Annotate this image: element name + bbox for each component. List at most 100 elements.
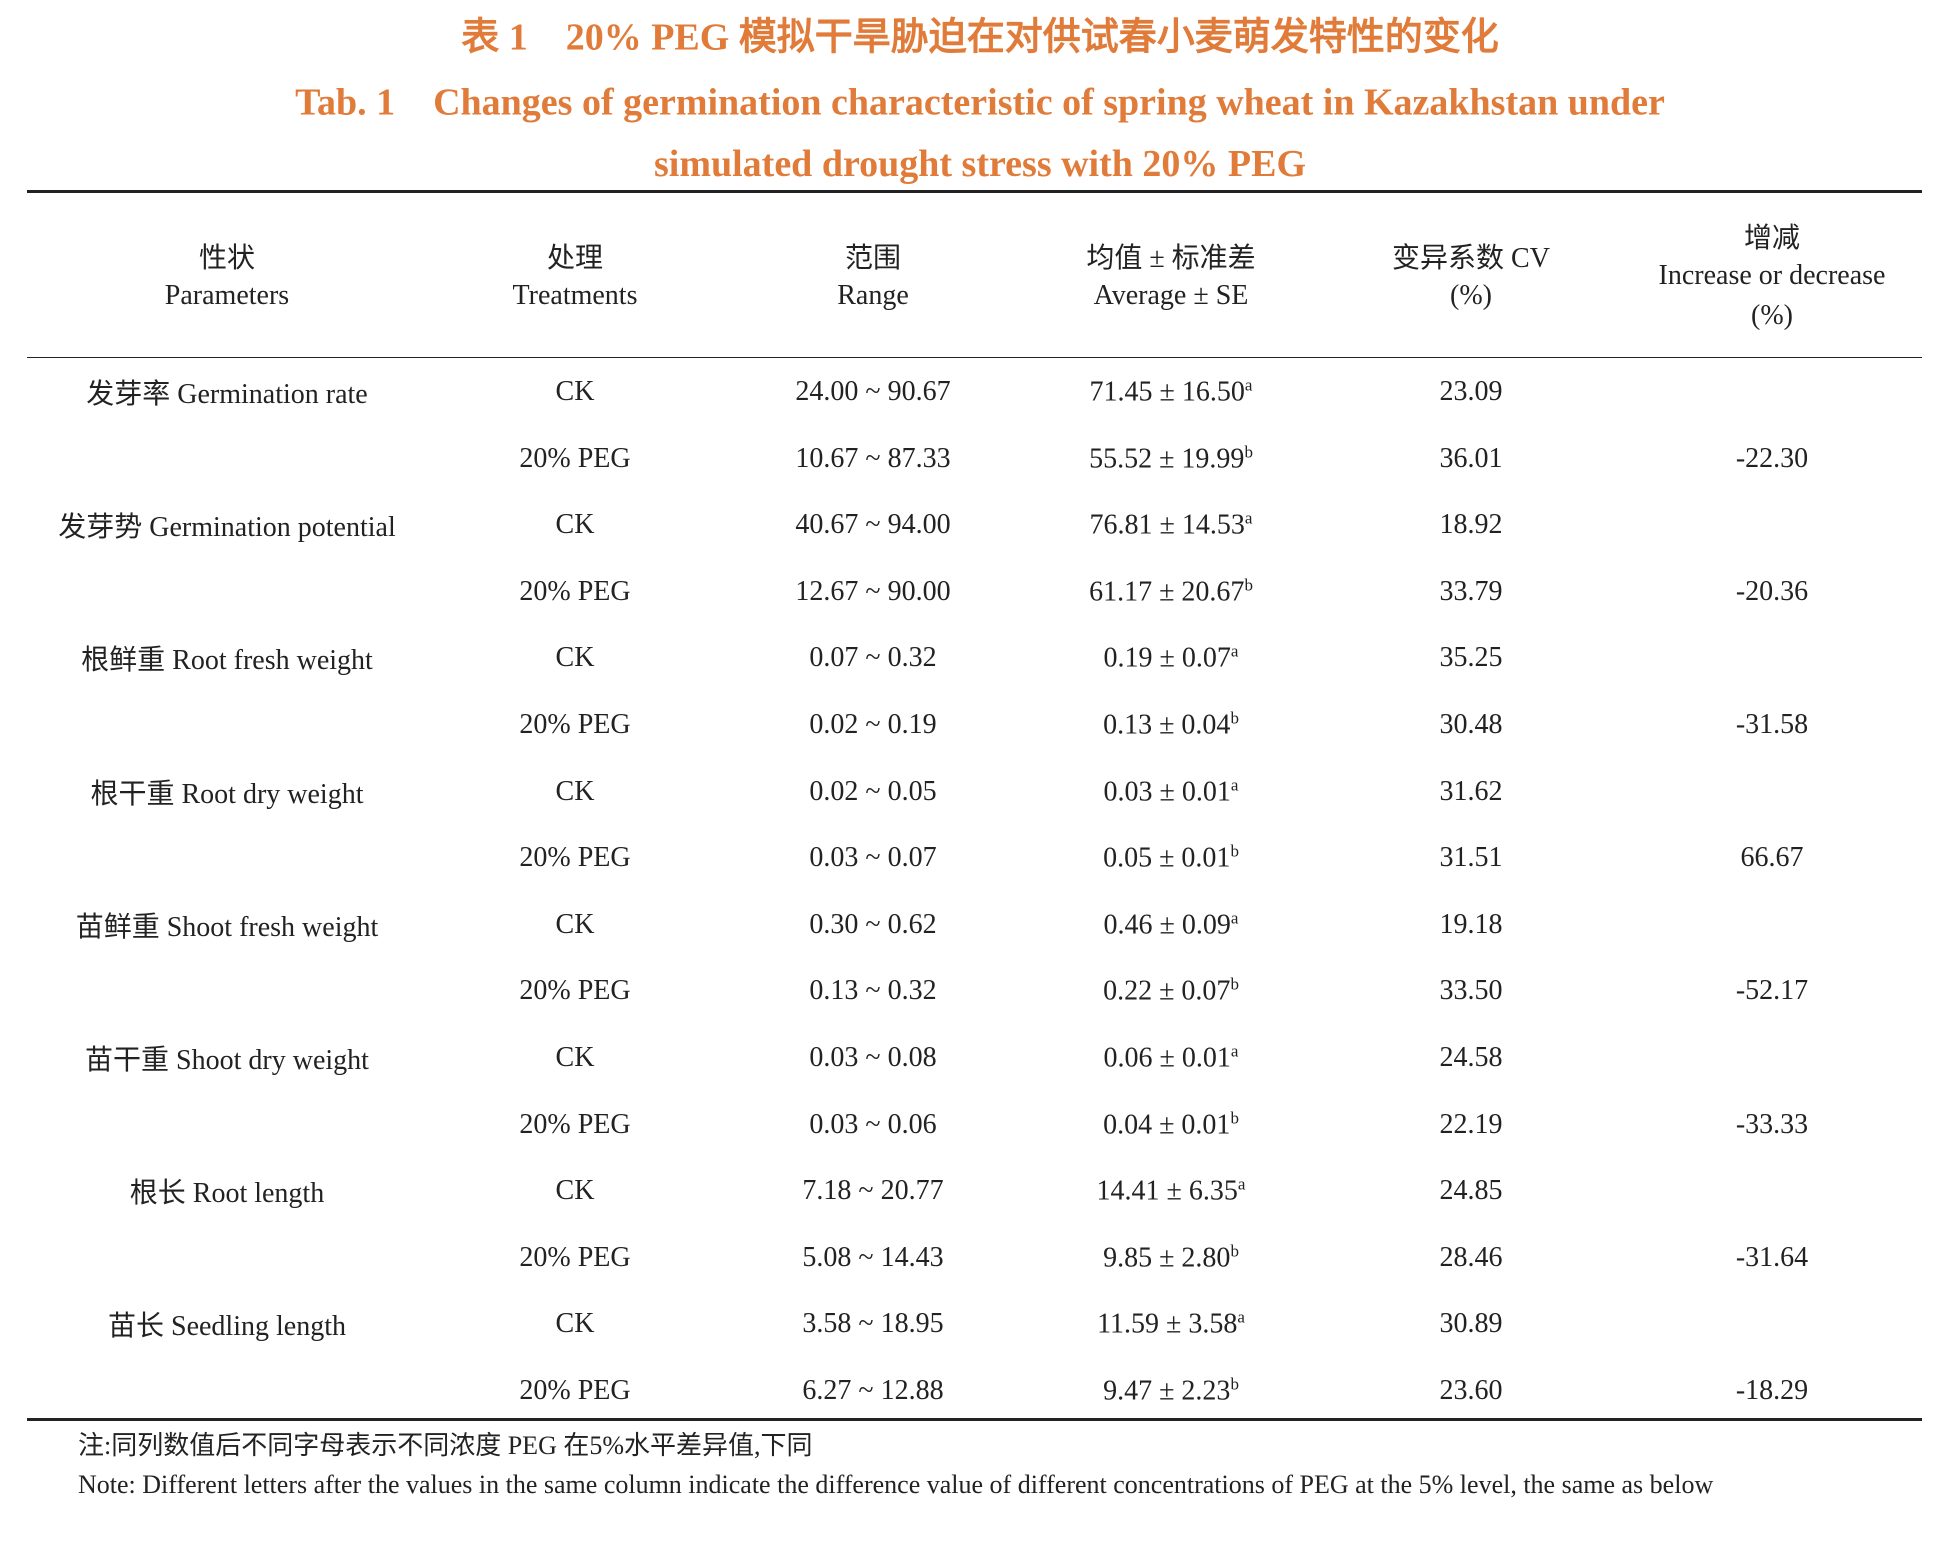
header-cell: 性状 — [198, 243, 256, 274]
mean-cell: 0.22 ± 0.07b — [1103, 975, 1239, 1008]
significance-letter: b — [1230, 1107, 1239, 1127]
table-cell: 31.62 — [1439, 775, 1503, 807]
header-cell: 均值 ± 标准差 — [1086, 243, 1256, 274]
mean-value: 11.59 ± 3.58 — [1097, 1309, 1238, 1341]
table-cell: 20% PEG — [519, 1375, 631, 1406]
table-cell: 20% PEG — [519, 1108, 631, 1140]
table-cell: 23.60 — [1439, 1375, 1503, 1406]
significance-letter: b — [1230, 974, 1239, 994]
header-cell: 范围 — [844, 243, 902, 274]
header-cell: (%) — [1751, 300, 1793, 331]
table-cell: -31.58 — [1735, 709, 1809, 740]
header-cell: 变异系数 CV — [1392, 243, 1550, 274]
significance-letter: a — [1230, 1041, 1239, 1061]
table-cell: 20% PEG — [519, 575, 631, 607]
note-cn: 注:同列数值后不同字母表示不同浓度 PEG 在5%水平差异值,下同 — [78, 1431, 813, 1460]
significance-letter: a — [1244, 508, 1253, 528]
table-cell: 发芽势 Germination potential — [58, 512, 396, 544]
table-cell: 0.02 ~ 0.19 — [809, 709, 937, 740]
table-cell: -31.64 — [1735, 1241, 1809, 1273]
table-cell: CK — [555, 1175, 595, 1207]
table-cell: CK — [555, 1042, 595, 1073]
table-cell: -22.30 — [1735, 442, 1809, 474]
mean-value: 9.85 ± 2.80 — [1103, 1242, 1231, 1274]
mean-value: 0.04 ± 0.01 — [1103, 1109, 1231, 1141]
table-cell: 40.67 ~ 94.00 — [795, 509, 951, 541]
header-cell: Average ± SE — [1093, 280, 1249, 311]
table-cell: 23.09 — [1439, 376, 1503, 407]
significance-letter: b — [1230, 841, 1239, 861]
significance-letter: b — [1244, 575, 1253, 595]
table-cell: CK — [555, 1308, 595, 1340]
mean-cell: 9.47 ± 2.23b — [1103, 1374, 1239, 1407]
mean-value: 14.41 ± 6.35 — [1096, 1175, 1238, 1207]
table-cell: 28.46 — [1439, 1241, 1503, 1273]
table-cell: CK — [555, 376, 595, 407]
note-en: Note: Different letters after the values… — [78, 1470, 1714, 1499]
mean-cell: 0.03 ± 0.01a — [1104, 775, 1239, 808]
top-rule — [27, 190, 1922, 193]
table-cell: 35.25 — [1439, 642, 1503, 674]
header-cell: Increase or decrease — [1658, 260, 1886, 291]
table-cell: 0.13 ~ 0.32 — [809, 975, 937, 1007]
table-cell: 24.58 — [1439, 1042, 1503, 1073]
table-cell: 0.03 ~ 0.08 — [809, 1042, 937, 1073]
significance-letter: b — [1244, 441, 1253, 461]
mean-value: 9.47 ± 2.23 — [1103, 1375, 1231, 1407]
significance-letter: a — [1230, 908, 1239, 928]
significance-letter: b — [1230, 1374, 1239, 1394]
title-cn: 表 1 20% PEG 模拟干旱胁迫在对供试春小麦萌发特性的变化 — [461, 16, 1499, 59]
significance-letter: a — [1237, 1174, 1246, 1194]
significance-letter: b — [1230, 708, 1239, 728]
table-cell: 20% PEG — [519, 709, 631, 740]
table-cell: 0.03 ~ 0.07 — [809, 842, 937, 874]
table-cell: 30.48 — [1439, 709, 1503, 740]
mean-value: 0.22 ± 0.07 — [1103, 976, 1231, 1008]
table-cell: CK — [555, 642, 595, 674]
mean-cell: 11.59 ± 3.58a — [1097, 1308, 1245, 1341]
mean-value: 0.03 ± 0.01 — [1103, 776, 1231, 808]
table-cell: 24.00 ~ 90.67 — [795, 376, 951, 407]
table-cell: 0.30 ~ 0.62 — [809, 908, 937, 940]
mean-value: 0.06 ± 0.01 — [1103, 1042, 1231, 1074]
mean-cell: 71.45 ± 16.50a — [1090, 375, 1253, 408]
table-cell: 根鲜重 Root fresh weight — [81, 645, 373, 677]
significance-letter: a — [1230, 774, 1239, 794]
significance-letter: a — [1230, 641, 1239, 661]
mean-value: 61.17 ± 20.67 — [1089, 576, 1245, 608]
table-cell: 根长 Root length — [129, 1178, 325, 1210]
bottom-rule — [27, 1418, 1922, 1421]
table-cell: 20% PEG — [519, 842, 631, 874]
mean-cell: 55.52 ± 19.99b — [1089, 442, 1253, 475]
table-cell: 20% PEG — [519, 442, 631, 474]
significance-letter: b — [1230, 1241, 1239, 1261]
table-cell: 30.89 — [1439, 1308, 1503, 1340]
table-cell: 7.18 ~ 20.77 — [802, 1175, 944, 1207]
table-cell: 6.27 ~ 12.88 — [802, 1375, 944, 1406]
table-cell: 0.03 ~ 0.06 — [809, 1108, 937, 1140]
table-cell: 22.19 — [1439, 1108, 1503, 1140]
mean-value: 0.19 ± 0.07 — [1103, 643, 1231, 675]
table-cell: -20.36 — [1735, 575, 1809, 607]
table-cell: CK — [555, 775, 595, 807]
mean-value: 76.81 ± 14.53 — [1089, 509, 1245, 541]
table-cell: 24.85 — [1439, 1175, 1503, 1207]
table-cell: 19.18 — [1439, 908, 1503, 940]
mean-value: 71.45 ± 16.50 — [1089, 376, 1245, 408]
table-cell: 36.01 — [1439, 442, 1503, 474]
mean-cell: 0.13 ± 0.04b — [1103, 708, 1239, 741]
table-cell: 33.50 — [1439, 975, 1503, 1007]
table-cell: CK — [555, 908, 595, 940]
table-cell: 33.79 — [1439, 575, 1503, 607]
table-cell: 66.67 — [1740, 842, 1804, 874]
mean-cell: 0.46 ± 0.09a — [1104, 908, 1239, 941]
mean-cell: 0.04 ± 0.01b — [1103, 1108, 1239, 1141]
header-cell: 增减 — [1743, 223, 1801, 254]
header-cell: (%) — [1450, 280, 1492, 311]
table-cell: -52.17 — [1735, 975, 1809, 1007]
table-cell: -18.29 — [1735, 1375, 1809, 1406]
table-cell: 12.67 ~ 90.00 — [795, 575, 951, 607]
mean-cell: 0.05 ± 0.01b — [1103, 842, 1239, 875]
mean-cell: 0.06 ± 0.01a — [1104, 1041, 1239, 1074]
title-en: simulated drought stress with 20% PEG — [653, 143, 1307, 185]
